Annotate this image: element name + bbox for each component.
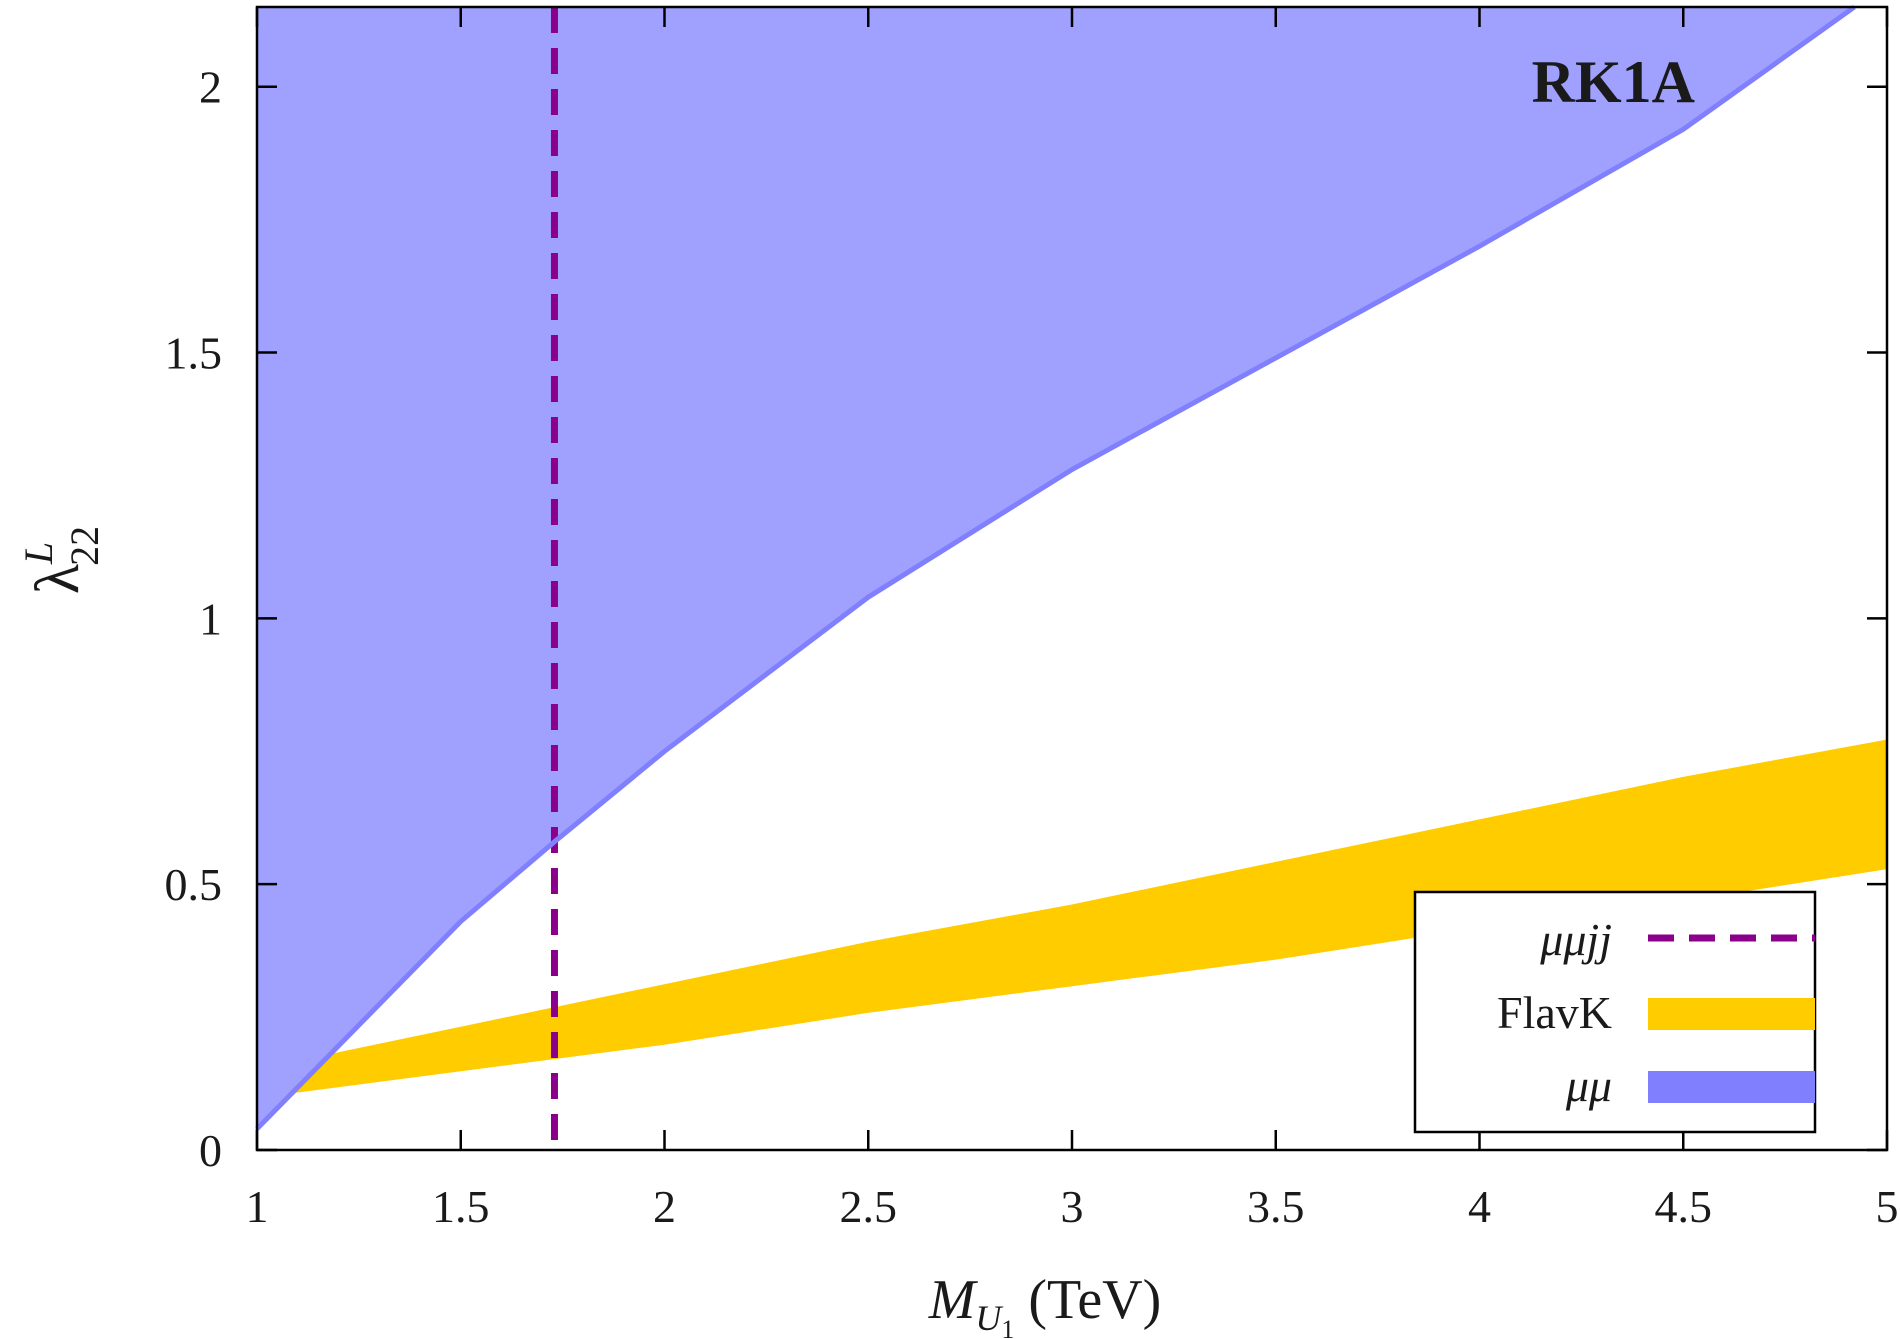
x-axis-unit: (TeV) xyxy=(1028,1269,1161,1331)
x-tick-label: 3 xyxy=(1061,1181,1084,1232)
mumu-excluded-region xyxy=(257,7,1855,1129)
y-axis-title: λL22 xyxy=(16,526,107,594)
x-tick-label: 5 xyxy=(1876,1181,1899,1232)
y-axis-symbol: λ xyxy=(24,564,92,594)
chart-title: RK1A xyxy=(1532,49,1695,115)
plot-lines xyxy=(255,4,1856,1150)
x-axis-subsubscript: 1 xyxy=(1001,1315,1014,1339)
x-tick-label: 3.5 xyxy=(1247,1181,1305,1232)
x-tick-label: 4 xyxy=(1468,1181,1491,1232)
x-tick-label: 2 xyxy=(653,1181,676,1232)
x-tick-label: 1 xyxy=(246,1181,269,1232)
axis-tick-labels: 1 1.5 2 2.5 3 3.5 4 4.5 5 0 0.5 1 1.5 2 xyxy=(165,62,1899,1232)
legend-label-mumu: μμ xyxy=(1565,1060,1612,1111)
x-axis-symbol: M xyxy=(928,1269,979,1331)
y-tick-label: 1 xyxy=(199,593,222,644)
y-tick-label: 0.5 xyxy=(165,859,223,910)
x-axis-subscript: U xyxy=(975,1298,1003,1338)
x-axis-title: MU1 (TeV) xyxy=(928,1269,1162,1339)
y-tick-label: 0 xyxy=(199,1125,222,1176)
x-tick-label: 4.5 xyxy=(1655,1181,1713,1232)
y-axis-title-group: λL22 xyxy=(16,526,107,594)
y-tick-label: 1.5 xyxy=(165,328,223,379)
x-tick-label: 1.5 xyxy=(432,1181,490,1232)
legend-label-flavk: FlavK xyxy=(1497,987,1612,1038)
legend-label-mumujj: μμjj xyxy=(1539,914,1612,965)
y-tick-label: 2 xyxy=(199,62,222,113)
mumu-boundary-line xyxy=(255,4,1856,1131)
y-axis-subscript: 22 xyxy=(62,526,107,566)
axis-ticks xyxy=(255,7,1889,1152)
legend-swatch-mumu xyxy=(1648,1071,1815,1103)
y-axis-superscript: L xyxy=(16,542,61,565)
x-tick-label: 2.5 xyxy=(840,1181,898,1232)
legend: μμjj FlavK μμ xyxy=(1413,890,1817,1134)
legend-swatch-flavk xyxy=(1648,998,1815,1030)
